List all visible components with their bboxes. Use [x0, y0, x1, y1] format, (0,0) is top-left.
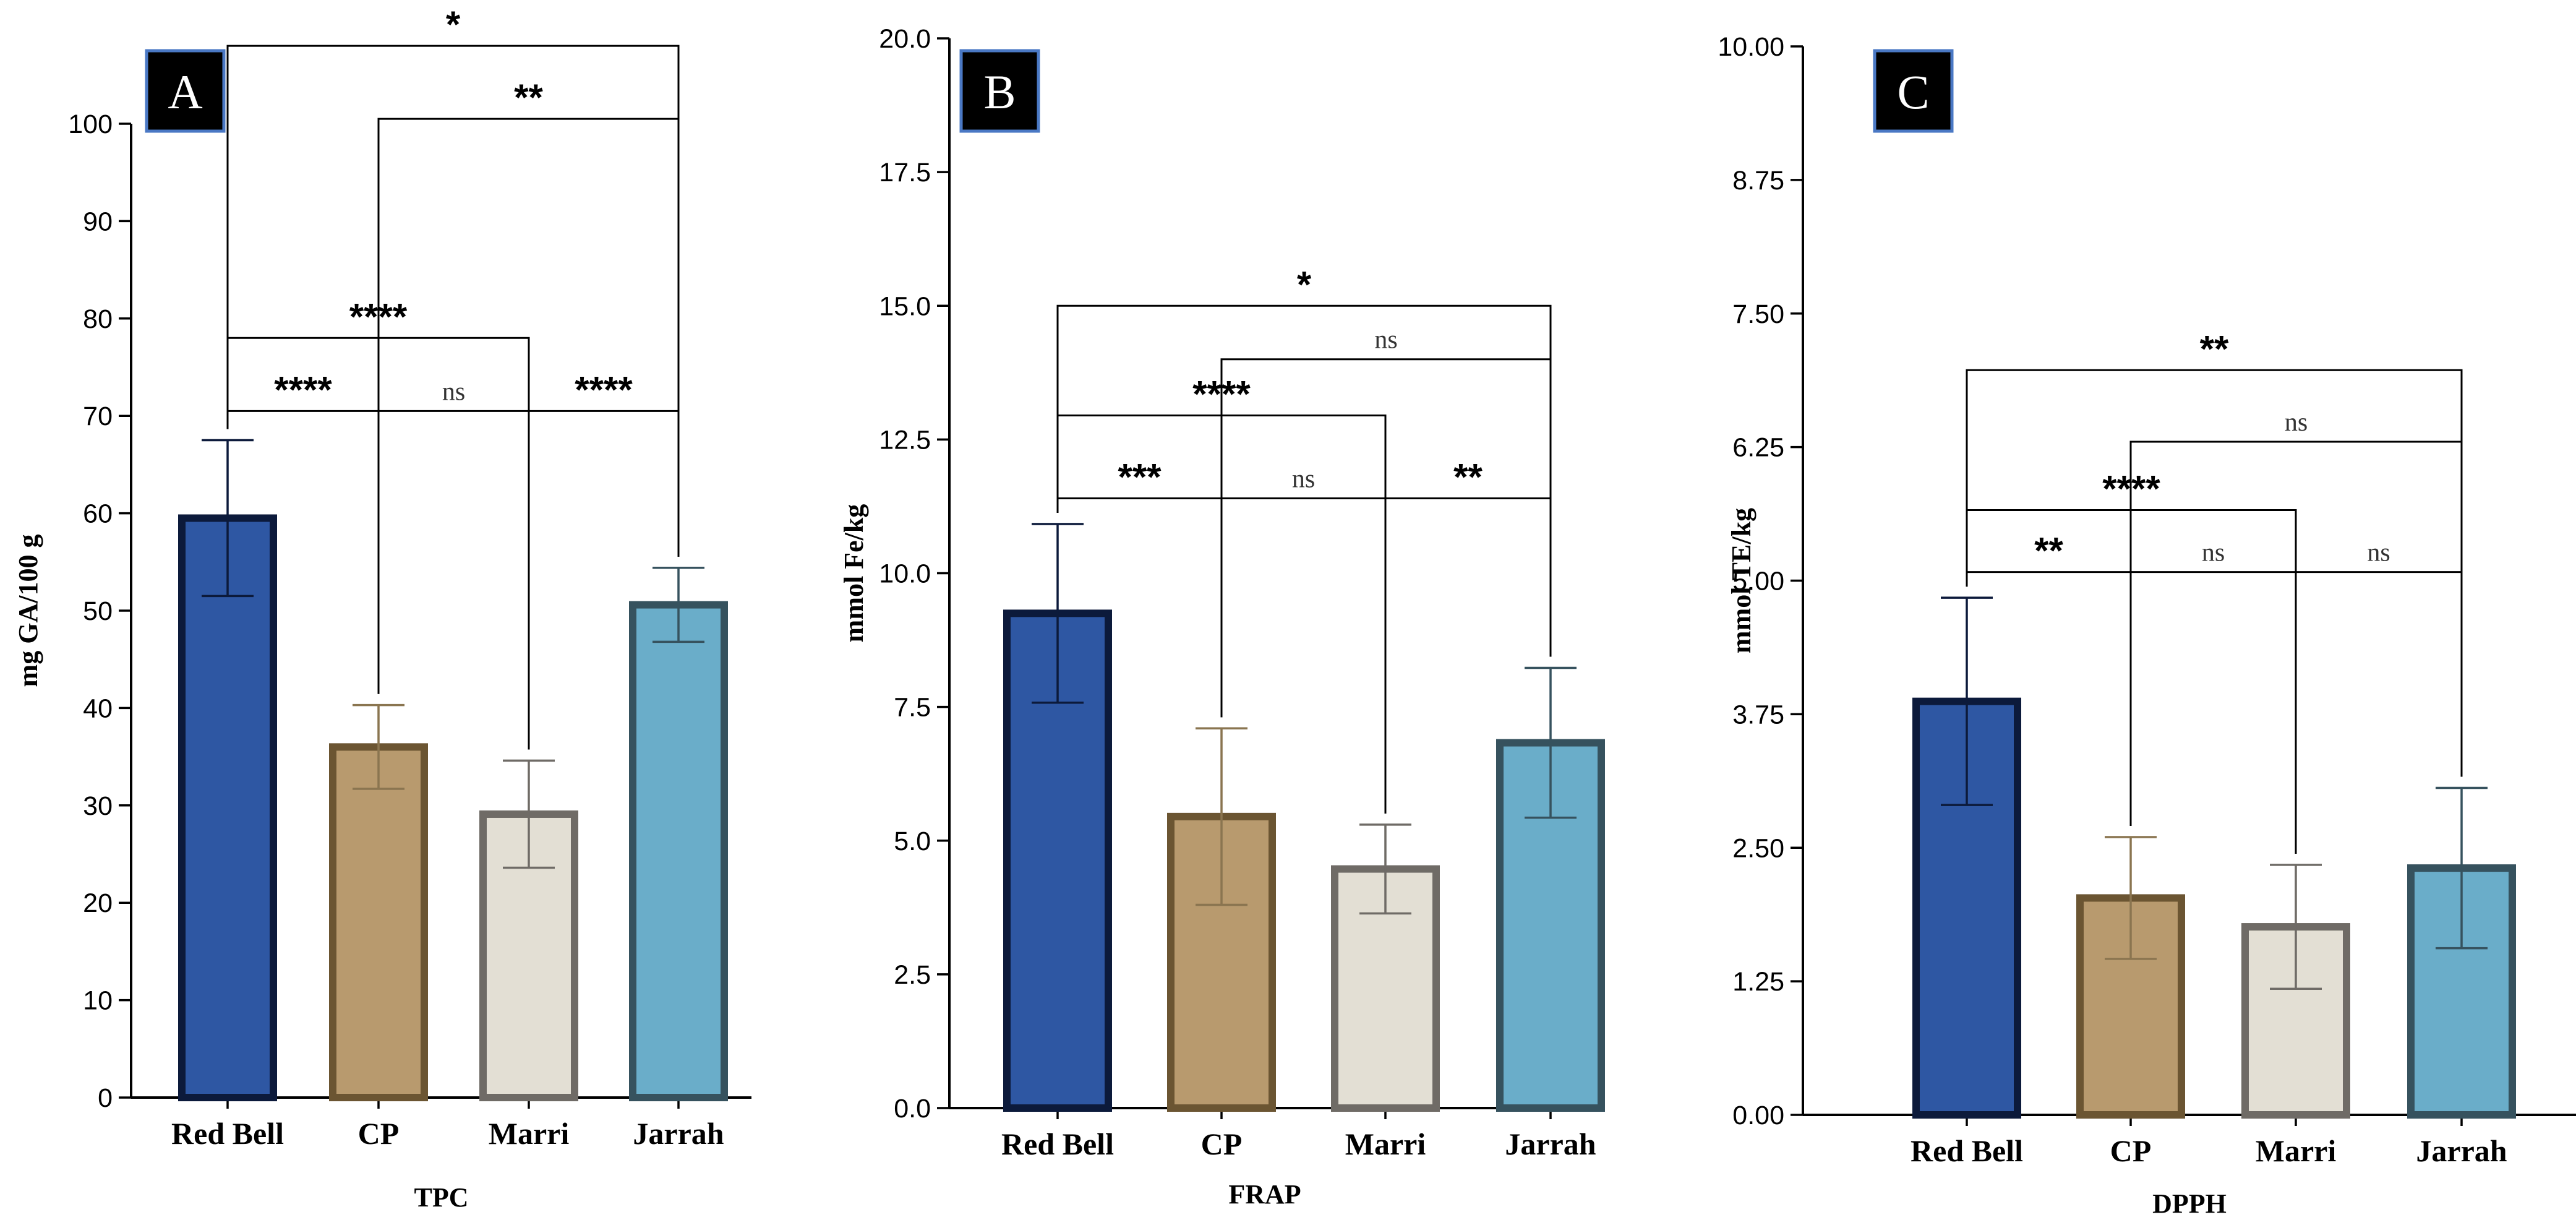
significance-label: ** — [514, 77, 543, 118]
significance-label: ** — [2034, 530, 2063, 572]
category-label-marri: Marri — [2256, 1133, 2337, 1168]
y-tick-label: 0 — [98, 1083, 113, 1113]
significance-label: ns — [2202, 539, 2225, 567]
y-tick-label: 7.5 — [894, 693, 931, 723]
y-tick-label: 10 — [83, 986, 113, 1016]
significance-bracket — [226, 45, 680, 557]
y-tick-label: 7.50 — [1732, 299, 1784, 329]
category-label-cp: CP — [358, 1116, 400, 1151]
y-tick-label: 15.0 — [879, 291, 931, 321]
bar-jarrah — [629, 601, 728, 1101]
significance-label: ** — [1453, 456, 1483, 497]
category-label-marri: Marri — [489, 1116, 570, 1151]
significance-label: * — [1297, 264, 1312, 305]
category-label-jarrah: Jarrah — [633, 1116, 724, 1151]
x-axis-title: TPC — [414, 1182, 469, 1213]
category-label-jarrah: Jarrah — [2416, 1133, 2507, 1168]
chart-panel-a: 0 10 20 30 40 50 60 70 80 90 100 Red Bell CP Marri Jar… — [13, 4, 751, 1213]
category-label-jarrah: Jarrah — [1505, 1127, 1596, 1161]
y-tick-label: 5.00 — [1732, 567, 1784, 596]
y-tick-label: 100 — [68, 110, 113, 139]
x-axis-title: FRAP — [1228, 1179, 1301, 1210]
significance-label: ns — [1292, 465, 1315, 493]
y-tick-label: 20 — [83, 888, 113, 918]
y-tick-label: 2.50 — [1732, 833, 1784, 863]
y-tick-label: 17.5 — [879, 158, 931, 187]
y-axis-title: mmol TE/kg — [1726, 508, 1757, 653]
y-tick-label: 8.75 — [1732, 166, 1784, 196]
y-tick-label: 30 — [83, 791, 113, 821]
significance-label: **** — [575, 369, 633, 410]
y-tick-label: 1.25 — [1732, 967, 1784, 997]
significance-bracket — [2129, 571, 2297, 854]
y-tick-label: 70 — [83, 402, 113, 431]
category-label-cp: CP — [1201, 1127, 1243, 1161]
significance-bracket — [2295, 571, 2463, 854]
significance-label: ns — [1374, 326, 1397, 355]
chart-panel-b: 0.0 2.5 5.0 7.5 10.0 12.5 15.0 17.5 20.0 Red Bell… — [839, 24, 1605, 1210]
category-label-cp: CP — [2110, 1133, 2152, 1168]
bar-red-bell — [1003, 609, 1112, 1112]
y-tick-label: 2.5 — [894, 960, 931, 990]
y-tick-label: 0.00 — [1732, 1101, 1784, 1130]
significance-label: ns — [442, 377, 465, 406]
y-tick-label: 10.00 — [1718, 32, 1784, 62]
bar-cp — [329, 743, 428, 1101]
y-tick-label: 3.75 — [1732, 700, 1784, 729]
y-tick-label: 60 — [83, 499, 113, 529]
y-tick-label: 50 — [83, 596, 113, 626]
significance-label: * — [446, 4, 461, 45]
significance-label: ** — [2200, 328, 2229, 369]
y-tick-label: 90 — [83, 207, 113, 236]
y-tick-label: 20.0 — [879, 24, 931, 54]
y-tick-label: 40 — [83, 694, 113, 723]
y-tick-label: 10.0 — [879, 559, 931, 589]
panel-label: C — [1897, 65, 1929, 119]
significance-label: ns — [2285, 408, 2308, 437]
category-label-red-bell: Red Bell — [1911, 1133, 2023, 1168]
significance-bracket — [377, 410, 530, 750]
panel-label-box — [1873, 49, 1954, 133]
category-label-marri: Marri — [1345, 1127, 1426, 1161]
significance-label: **** — [274, 369, 332, 410]
y-tick-label: 6.25 — [1732, 433, 1784, 463]
significance-label: *** — [1118, 456, 1162, 497]
bar-red-bell — [178, 514, 277, 1101]
y-tick-label: 5.0 — [894, 827, 931, 856]
panel-label-box — [959, 49, 1040, 133]
significance-bracket — [1056, 304, 1552, 657]
panel-label: B — [983, 65, 1016, 119]
significance-bracket — [1220, 497, 1387, 814]
category-label-red-bell: Red Bell — [171, 1116, 284, 1151]
panel-label-box — [145, 49, 226, 133]
y-tick-label: 80 — [83, 304, 113, 334]
panel-label: A — [168, 65, 202, 119]
y-axis-title: mg GA/100 g — [13, 535, 43, 687]
chart-panel-c: 0.00 1.25 2.50 3.75 5.00 6.25 7.50 8.75 10.00 Red… — [1718, 32, 2576, 1219]
y-tick-label: 12.5 — [879, 425, 931, 455]
x-axis-title: DPPH — [2152, 1188, 2227, 1219]
category-label-red-bell: Red Bell — [1001, 1127, 1114, 1161]
significance-bracket — [1966, 369, 2463, 777]
significance-label: ns — [2367, 539, 2390, 567]
y-tick-label: 0.0 — [894, 1094, 931, 1124]
y-axis-title: mmol Fe/kg — [839, 504, 869, 643]
